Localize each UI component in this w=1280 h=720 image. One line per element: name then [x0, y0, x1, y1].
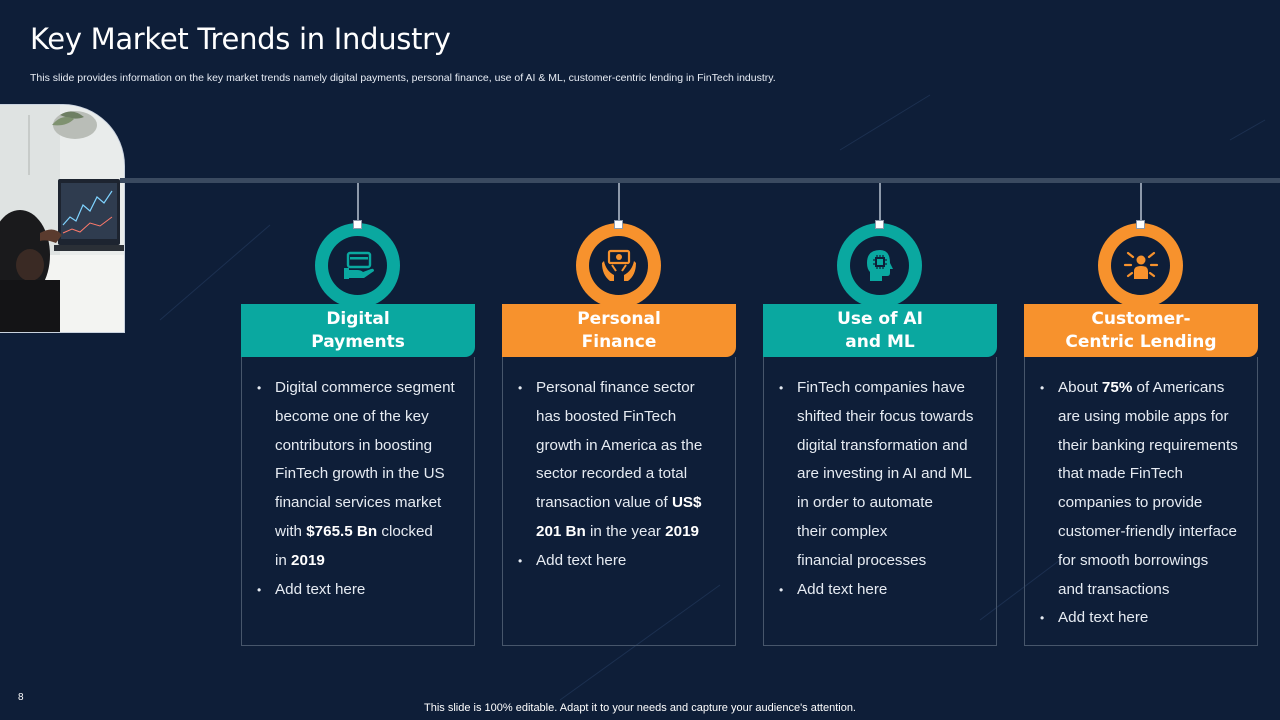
money-hands-icon	[601, 249, 636, 281]
page-number: 8	[18, 692, 24, 703]
bullet-item: FinTech companies have shifted their foc…	[778, 374, 984, 576]
bullet-item: Add text here	[1039, 604, 1245, 633]
icon-badge	[837, 223, 922, 308]
footer-note: This slide is 100% editable. Adapt it to…	[424, 702, 856, 714]
card-body: Digital commerce segment become one of t…	[241, 357, 475, 646]
connector-dot	[353, 220, 362, 229]
card-heading: Personal Finance	[502, 304, 736, 357]
connector-dot	[1136, 220, 1145, 229]
card-heading: Use of AI and ML	[763, 304, 997, 357]
bullet-item: About 75% of Americans are using mobile …	[1039, 374, 1245, 604]
icon-badge	[1098, 223, 1183, 308]
connector-line	[879, 183, 881, 221]
card-body: About 75% of Americans are using mobile …	[1024, 357, 1258, 646]
page-title: Key Market Trends in Industry	[30, 22, 451, 56]
connector-dot	[875, 220, 884, 229]
card-body: FinTech companies have shifted their foc…	[763, 357, 997, 646]
bullet-item: Digital commerce segment become one of t…	[256, 374, 462, 576]
card-heading: Digital Payments	[241, 304, 475, 357]
bullet-item: Add text here	[517, 547, 723, 576]
ai-head-chip-icon	[866, 249, 893, 281]
connector-line	[1140, 183, 1142, 221]
customer-focus-icon	[1123, 251, 1158, 279]
page-subtitle: This slide provides information on the k…	[30, 72, 776, 84]
trend-card-customer-centric-lending: Customer-Centric Lending About 75% of Am…	[1024, 183, 1258, 648]
payment-card-hand-icon	[343, 251, 374, 279]
bullet-item: Personal finance sector has boosted FinT…	[517, 374, 723, 547]
card-body: Personal finance sector has boosted FinT…	[502, 357, 736, 646]
bullet-item: Add text here	[778, 576, 984, 605]
bullet-item: Add text here	[256, 576, 462, 605]
person-at-laptop-illustration	[0, 105, 124, 332]
office-photo	[0, 104, 125, 333]
connector-line	[357, 183, 359, 221]
connector-dot	[614, 220, 623, 229]
icon-badge	[576, 223, 661, 308]
timeline-bar	[120, 178, 1280, 183]
icon-badge	[315, 223, 400, 308]
connector-line	[618, 183, 620, 221]
card-heading: Customer- Centric Lending	[1024, 304, 1258, 357]
